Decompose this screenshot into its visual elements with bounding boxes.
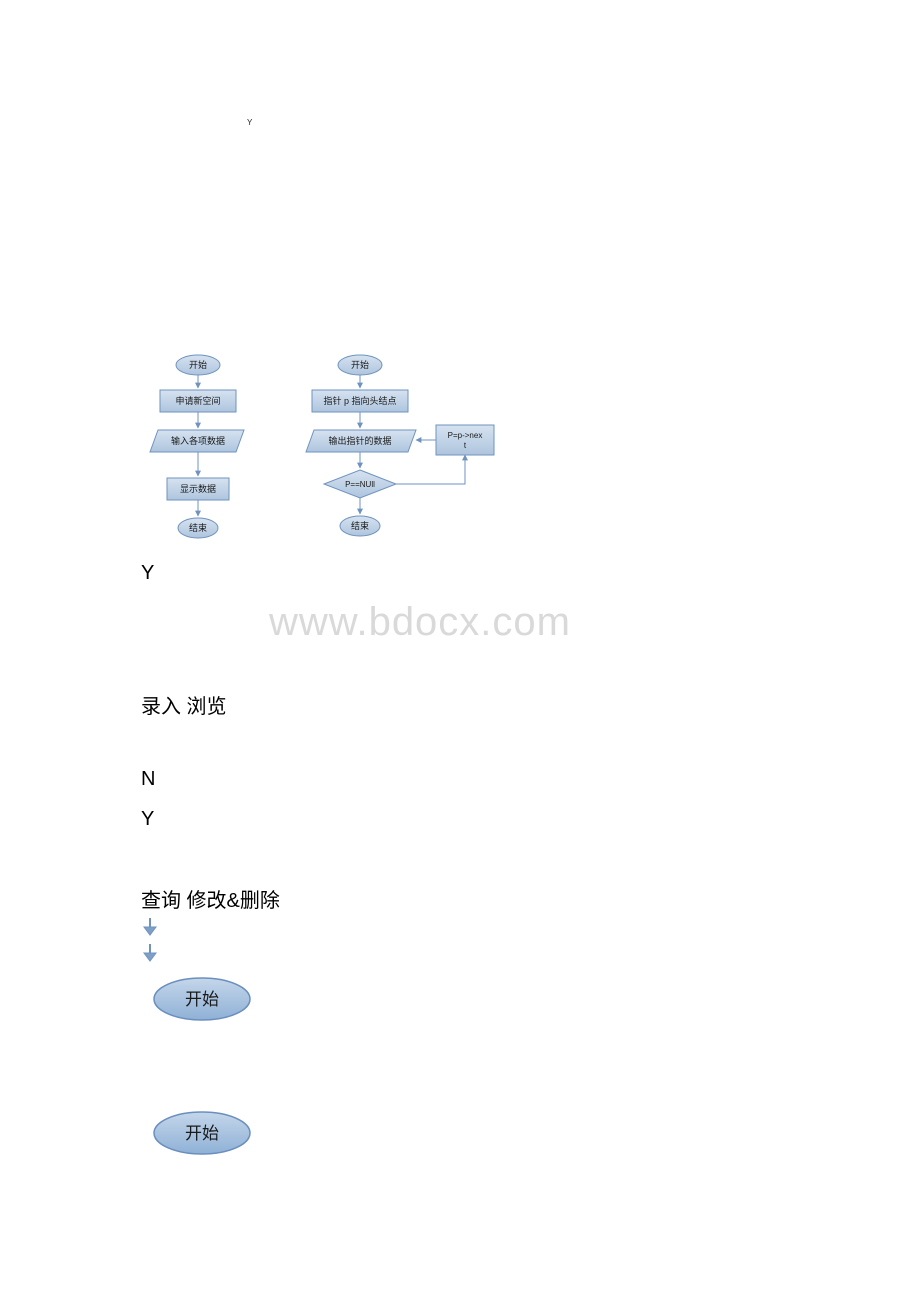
arrow-down-icon — [140, 918, 160, 936]
node-end-label: 结束 — [351, 520, 369, 531]
label-n: N — [141, 768, 155, 791]
node-process-label: 显示数据 — [180, 483, 216, 494]
arrow-down-icon — [140, 944, 160, 962]
label-y2: Y — [141, 808, 154, 831]
watermark: www.bdocx.com — [269, 600, 571, 645]
node-process-label: 申请新空间 — [175, 395, 220, 406]
edge-loop-down — [396, 455, 465, 484]
node-process-side-label1: P=p->nex — [448, 431, 483, 440]
text-line-2: 查询 修改&删除 — [141, 884, 280, 913]
node-process-side — [436, 425, 494, 455]
flowchart-right: 开始 指针 p 指向头结点 输出指针的数据 P==NUll 结束 P=p->ne… — [290, 350, 520, 550]
big-start-oval-1: 开始 — [152, 976, 252, 1022]
flowchart-left: 开始 申请新空间 输入各项数据 显示数据 结束 — [140, 350, 270, 550]
stray-label-top-y: Y — [247, 118, 252, 127]
node-io-label: 输出指针的数据 — [328, 435, 391, 446]
node-io-label: 输入各项数据 — [171, 435, 225, 446]
big-oval-1-label: 开始 — [185, 990, 219, 1009]
node-start-label: 开始 — [351, 359, 369, 370]
big-oval-2-label: 开始 — [185, 1124, 219, 1143]
big-start-oval-2: 开始 — [152, 1110, 252, 1156]
node-decision-label: P==NUll — [345, 480, 375, 489]
node-process-label: 指针 p 指向头结点 — [323, 395, 396, 406]
node-end-label: 结束 — [189, 522, 207, 533]
text-line-1: 录入 浏览 — [141, 690, 227, 719]
node-start-label: 开始 — [189, 359, 207, 370]
label-y1: Y — [141, 562, 154, 585]
